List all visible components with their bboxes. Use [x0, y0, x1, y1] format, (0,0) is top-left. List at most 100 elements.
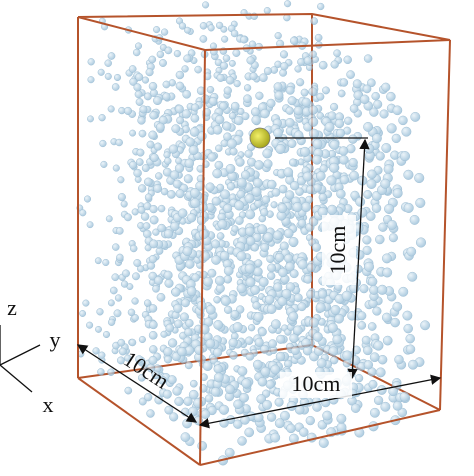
- particle: [205, 182, 215, 192]
- particle: [196, 215, 207, 226]
- particle: [228, 337, 238, 348]
- particle: [129, 77, 138, 86]
- particle: [257, 377, 268, 387]
- particle: [212, 347, 223, 358]
- particle: [249, 72, 258, 81]
- particle: [318, 60, 328, 70]
- particle: [281, 288, 292, 299]
- particle: [379, 109, 389, 119]
- particle: [362, 235, 372, 245]
- particle: [186, 286, 197, 297]
- particle: [189, 379, 198, 388]
- particle: [171, 124, 181, 134]
- width-label: 10cm: [292, 371, 341, 396]
- particle: [142, 222, 151, 230]
- particle: [350, 403, 361, 413]
- particle: [213, 320, 224, 330]
- particle: [181, 65, 189, 73]
- particle: [381, 253, 392, 264]
- particle: [367, 276, 378, 287]
- particle: [297, 302, 307, 312]
- particle: [283, 167, 294, 178]
- particle: [263, 7, 271, 15]
- particle: [285, 261, 295, 272]
- particle: [392, 401, 403, 411]
- particle: [107, 52, 116, 60]
- particle: [384, 203, 395, 214]
- particle: [259, 73, 268, 83]
- particle: [313, 345, 324, 356]
- particle: [133, 83, 142, 92]
- particle: [316, 92, 325, 101]
- particle: [339, 78, 349, 87]
- particle: [363, 360, 374, 370]
- particle: [206, 85, 215, 94]
- dimensions: 10cm 10cm 10cm: [76, 137, 442, 429]
- particle: [146, 140, 155, 149]
- particle: [122, 269, 130, 278]
- particle: [392, 188, 403, 199]
- particle: [260, 108, 270, 119]
- particle: [387, 219, 398, 230]
- axis-z: z: [7, 295, 17, 320]
- label-bg: [280, 372, 352, 398]
- particle: [215, 144, 223, 153]
- particle: [213, 372, 224, 383]
- particle: [408, 359, 418, 370]
- particle: [336, 413, 347, 424]
- particle: [118, 347, 127, 356]
- particle: [405, 344, 416, 354]
- particle: [184, 26, 191, 34]
- particle: [87, 115, 94, 123]
- particle: [128, 160, 138, 170]
- particle: [189, 188, 200, 198]
- particle: [368, 379, 378, 389]
- particle: [315, 302, 326, 313]
- particle: [120, 200, 128, 208]
- particle: [245, 226, 255, 237]
- particle: [183, 174, 193, 184]
- particle: [341, 290, 352, 301]
- particle: [260, 344, 270, 354]
- height-arrow: [347, 138, 370, 380]
- particle: [244, 336, 254, 345]
- particle: [116, 253, 124, 262]
- particle: [148, 130, 158, 140]
- particle: [263, 159, 273, 169]
- particle: [182, 246, 193, 257]
- particle: [267, 271, 276, 281]
- particle: [322, 86, 330, 95]
- particle: [135, 158, 144, 166]
- particle: [317, 2, 325, 11]
- particle: [174, 319, 183, 329]
- particles: [76, 0, 431, 466]
- particle: [144, 193, 153, 201]
- particle: [95, 325, 102, 333]
- particle: [87, 58, 95, 66]
- particle: [309, 50, 317, 59]
- particle: [366, 179, 377, 189]
- particle: [386, 123, 397, 134]
- particle: [245, 236, 256, 246]
- particle: [292, 202, 303, 213]
- particle: [141, 76, 150, 84]
- particle: [312, 154, 322, 165]
- particle: [135, 73, 144, 82]
- particle: [403, 202, 414, 213]
- particle: [273, 82, 283, 92]
- particle: [207, 268, 217, 278]
- particle: [208, 96, 218, 106]
- particle: [148, 81, 158, 91]
- particle: [169, 170, 180, 180]
- particle: [184, 327, 193, 337]
- particle: [228, 59, 236, 67]
- particle: [218, 101, 228, 111]
- particle: [214, 275, 225, 286]
- particle: [275, 351, 286, 362]
- particle: [169, 412, 179, 422]
- particle: [247, 324, 256, 332]
- particle: [244, 427, 255, 438]
- particle: [224, 447, 235, 458]
- particle: [148, 330, 158, 340]
- particle: [286, 423, 296, 434]
